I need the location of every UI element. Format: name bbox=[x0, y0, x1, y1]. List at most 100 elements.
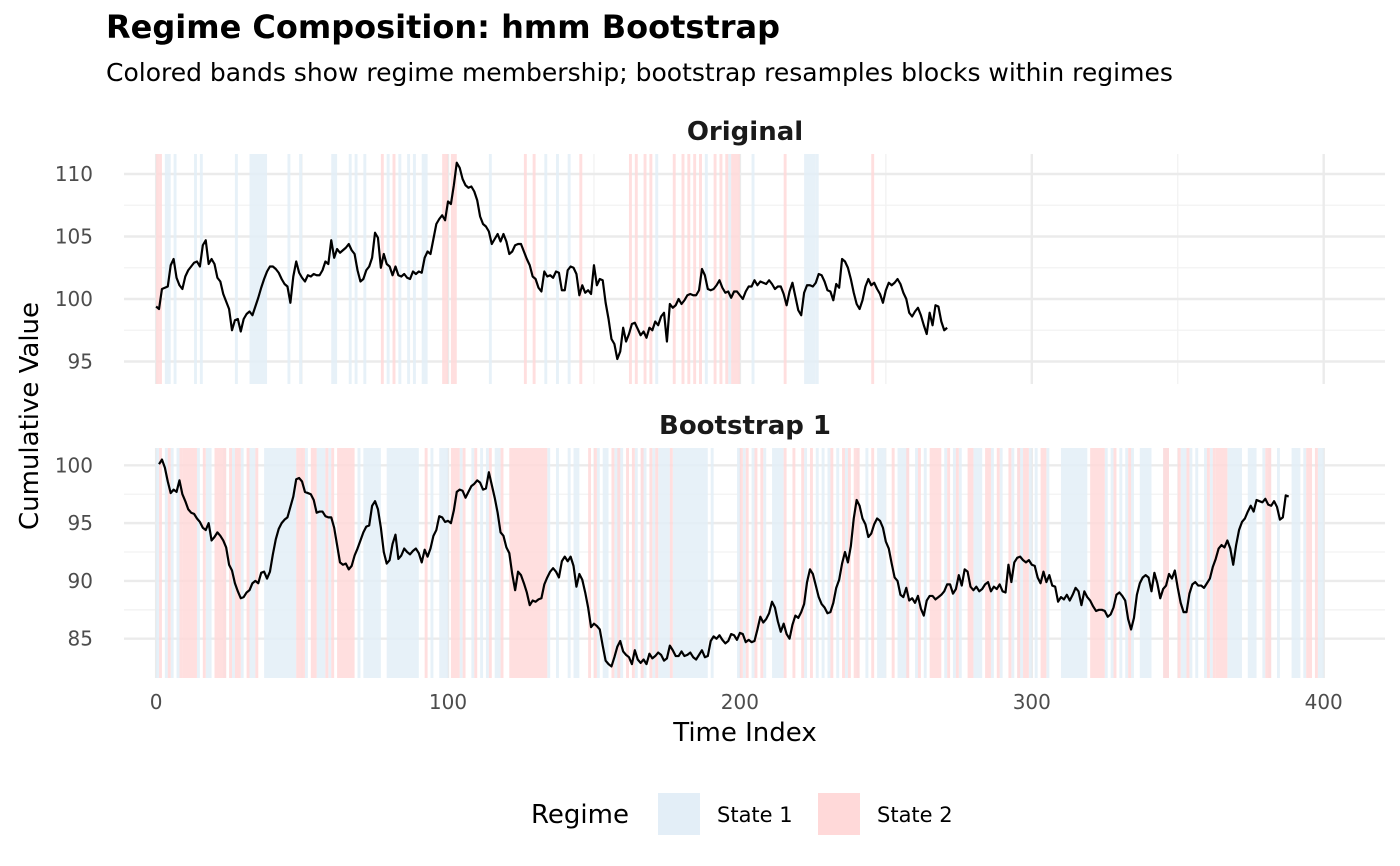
band-state-2 bbox=[450, 154, 457, 384]
band-state-2 bbox=[792, 448, 796, 678]
band-state-1 bbox=[728, 154, 732, 384]
band-state-2 bbox=[739, 448, 743, 678]
band-state-2 bbox=[947, 448, 951, 678]
band-state-2 bbox=[159, 154, 162, 384]
band-state-1 bbox=[1291, 448, 1301, 678]
band-state-2 bbox=[853, 448, 860, 678]
band-state-2 bbox=[640, 448, 644, 678]
band-state-2 bbox=[687, 154, 691, 384]
band-state-2 bbox=[830, 448, 834, 678]
band-state-1 bbox=[897, 448, 910, 678]
band-state-1 bbox=[494, 448, 501, 678]
band-state-1 bbox=[1139, 448, 1152, 678]
band-state-1 bbox=[655, 154, 659, 384]
legend-label-state-1: State 1 bbox=[717, 803, 793, 827]
y-tick-label-p0-95: 95 bbox=[68, 350, 93, 374]
band-state-2 bbox=[474, 448, 478, 678]
band-state-1 bbox=[407, 154, 411, 384]
band-state-1 bbox=[331, 154, 338, 384]
band-state-1 bbox=[412, 154, 416, 384]
band-state-2 bbox=[809, 448, 813, 678]
band-state-2 bbox=[450, 448, 460, 678]
band-state-2 bbox=[255, 448, 259, 678]
band-state-1 bbox=[751, 154, 755, 384]
band-state-1 bbox=[915, 448, 918, 678]
band-state-2 bbox=[847, 448, 851, 678]
band-state-2 bbox=[1306, 448, 1313, 678]
band-state-1 bbox=[877, 448, 886, 678]
band-state-1 bbox=[1104, 448, 1108, 678]
band-state-2 bbox=[611, 448, 615, 678]
band-state-2 bbox=[801, 448, 805, 678]
band-state-1 bbox=[316, 448, 326, 678]
band-state-1 bbox=[459, 448, 463, 678]
band-state-2 bbox=[1177, 448, 1181, 678]
x-tick-label-200: 200 bbox=[721, 690, 759, 714]
band-state-2 bbox=[693, 154, 697, 384]
y-tick-label-p0-110: 110 bbox=[55, 162, 93, 186]
y-axis-label: Cumulative Value bbox=[15, 302, 45, 530]
band-state-1 bbox=[944, 448, 948, 678]
band-state-1 bbox=[658, 448, 670, 678]
band-state-2 bbox=[967, 448, 974, 678]
band-state-1 bbox=[704, 154, 708, 384]
band-state-2 bbox=[871, 154, 875, 384]
band-state-1 bbox=[602, 448, 609, 678]
band-state-1 bbox=[156, 448, 160, 678]
band-state-1 bbox=[1227, 448, 1242, 678]
band-state-2 bbox=[296, 448, 305, 678]
band-state-2 bbox=[593, 448, 597, 678]
band-state-1 bbox=[249, 448, 256, 678]
band-state-2 bbox=[1008, 448, 1012, 678]
band-state-2 bbox=[655, 448, 659, 678]
band-state-1 bbox=[194, 154, 197, 384]
band-state-2 bbox=[628, 154, 632, 384]
regime-bands-p0 bbox=[156, 154, 875, 384]
band-state-2 bbox=[380, 154, 384, 384]
band-state-1 bbox=[1303, 448, 1307, 678]
band-state-1 bbox=[544, 154, 548, 384]
band-state-1 bbox=[821, 448, 825, 678]
band-state-2 bbox=[783, 154, 787, 384]
legend: Regime State 1 State 2 bbox=[531, 793, 953, 835]
band-state-1 bbox=[1046, 448, 1050, 678]
y-tick-label-p1-100: 100 bbox=[55, 453, 93, 477]
panel-title-original: Original bbox=[687, 117, 803, 147]
band-state-2 bbox=[1128, 448, 1132, 678]
series-line-p0 bbox=[155, 161, 948, 361]
band-state-1 bbox=[827, 448, 831, 678]
band-state-2 bbox=[754, 448, 758, 678]
band-state-1 bbox=[1034, 448, 1038, 678]
regime-bands-p1 bbox=[156, 448, 1324, 678]
band-state-1 bbox=[1209, 448, 1213, 678]
panel-bootstrap-1: 85 90 95 100 0 100 200 300 400 bbox=[55, 448, 1385, 714]
band-state-1 bbox=[328, 448, 332, 678]
band-state-1 bbox=[999, 448, 1003, 678]
band-state-2 bbox=[891, 448, 895, 678]
y-tick-label-p1-85: 85 bbox=[68, 627, 93, 651]
band-state-2 bbox=[588, 448, 592, 678]
band-state-1 bbox=[804, 448, 808, 678]
band-state-1 bbox=[1131, 448, 1134, 678]
band-state-2 bbox=[731, 154, 740, 384]
band-state-2 bbox=[634, 154, 638, 384]
band-state-2 bbox=[631, 448, 635, 678]
band-state-1 bbox=[164, 448, 168, 678]
band-state-2 bbox=[760, 448, 764, 678]
band-state-2 bbox=[331, 448, 335, 678]
band-state-1 bbox=[176, 448, 180, 678]
band-state-2 bbox=[532, 154, 536, 384]
band-state-2 bbox=[617, 448, 621, 678]
band-state-1 bbox=[164, 154, 171, 384]
band-state-2 bbox=[159, 448, 162, 678]
band-state-1 bbox=[398, 154, 402, 384]
band-state-1 bbox=[485, 448, 489, 678]
band-state-2 bbox=[1040, 448, 1047, 678]
band-state-1 bbox=[363, 154, 367, 384]
band-state-1 bbox=[596, 448, 600, 678]
band-state-1 bbox=[205, 448, 212, 678]
band-state-1 bbox=[1247, 448, 1257, 678]
band-state-1 bbox=[763, 448, 767, 678]
band-state-2 bbox=[1113, 448, 1117, 678]
